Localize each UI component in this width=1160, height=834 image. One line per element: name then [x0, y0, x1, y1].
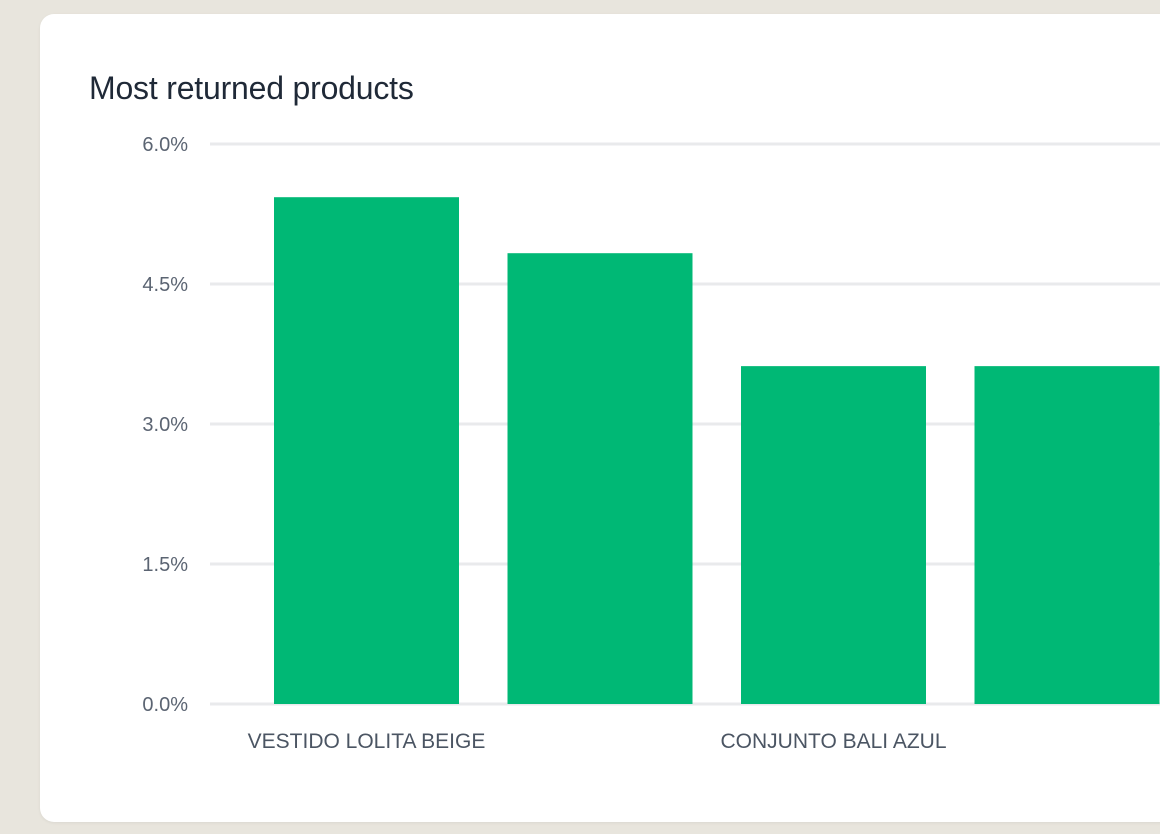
y-tick-label: 3.0%	[142, 414, 188, 436]
bar[interactable]	[507, 253, 693, 704]
x-category-label: VESTIDO LOLITA BEIGE	[248, 730, 486, 753]
bar[interactable]	[741, 366, 926, 704]
x-axis-labels: VESTIDO LOLITA BEIGE CONJUNTO BALI AZUL	[248, 730, 947, 753]
bar[interactable]	[974, 366, 1160, 704]
bars	[274, 197, 1160, 704]
x-category-label: CONJUNTO BALI AZUL	[721, 730, 947, 753]
y-tick-label: 0.0%	[142, 694, 188, 716]
chart-title: Most returned products	[89, 70, 414, 106]
y-axis-ticks: 0.0% 1.5% 3.0% 4.5% 6.0%	[142, 134, 188, 716]
y-tick-label: 4.5%	[142, 274, 188, 296]
bar[interactable]	[274, 197, 459, 704]
y-tick-label: 1.5%	[142, 554, 188, 576]
y-tick-label: 6.0%	[142, 134, 188, 156]
